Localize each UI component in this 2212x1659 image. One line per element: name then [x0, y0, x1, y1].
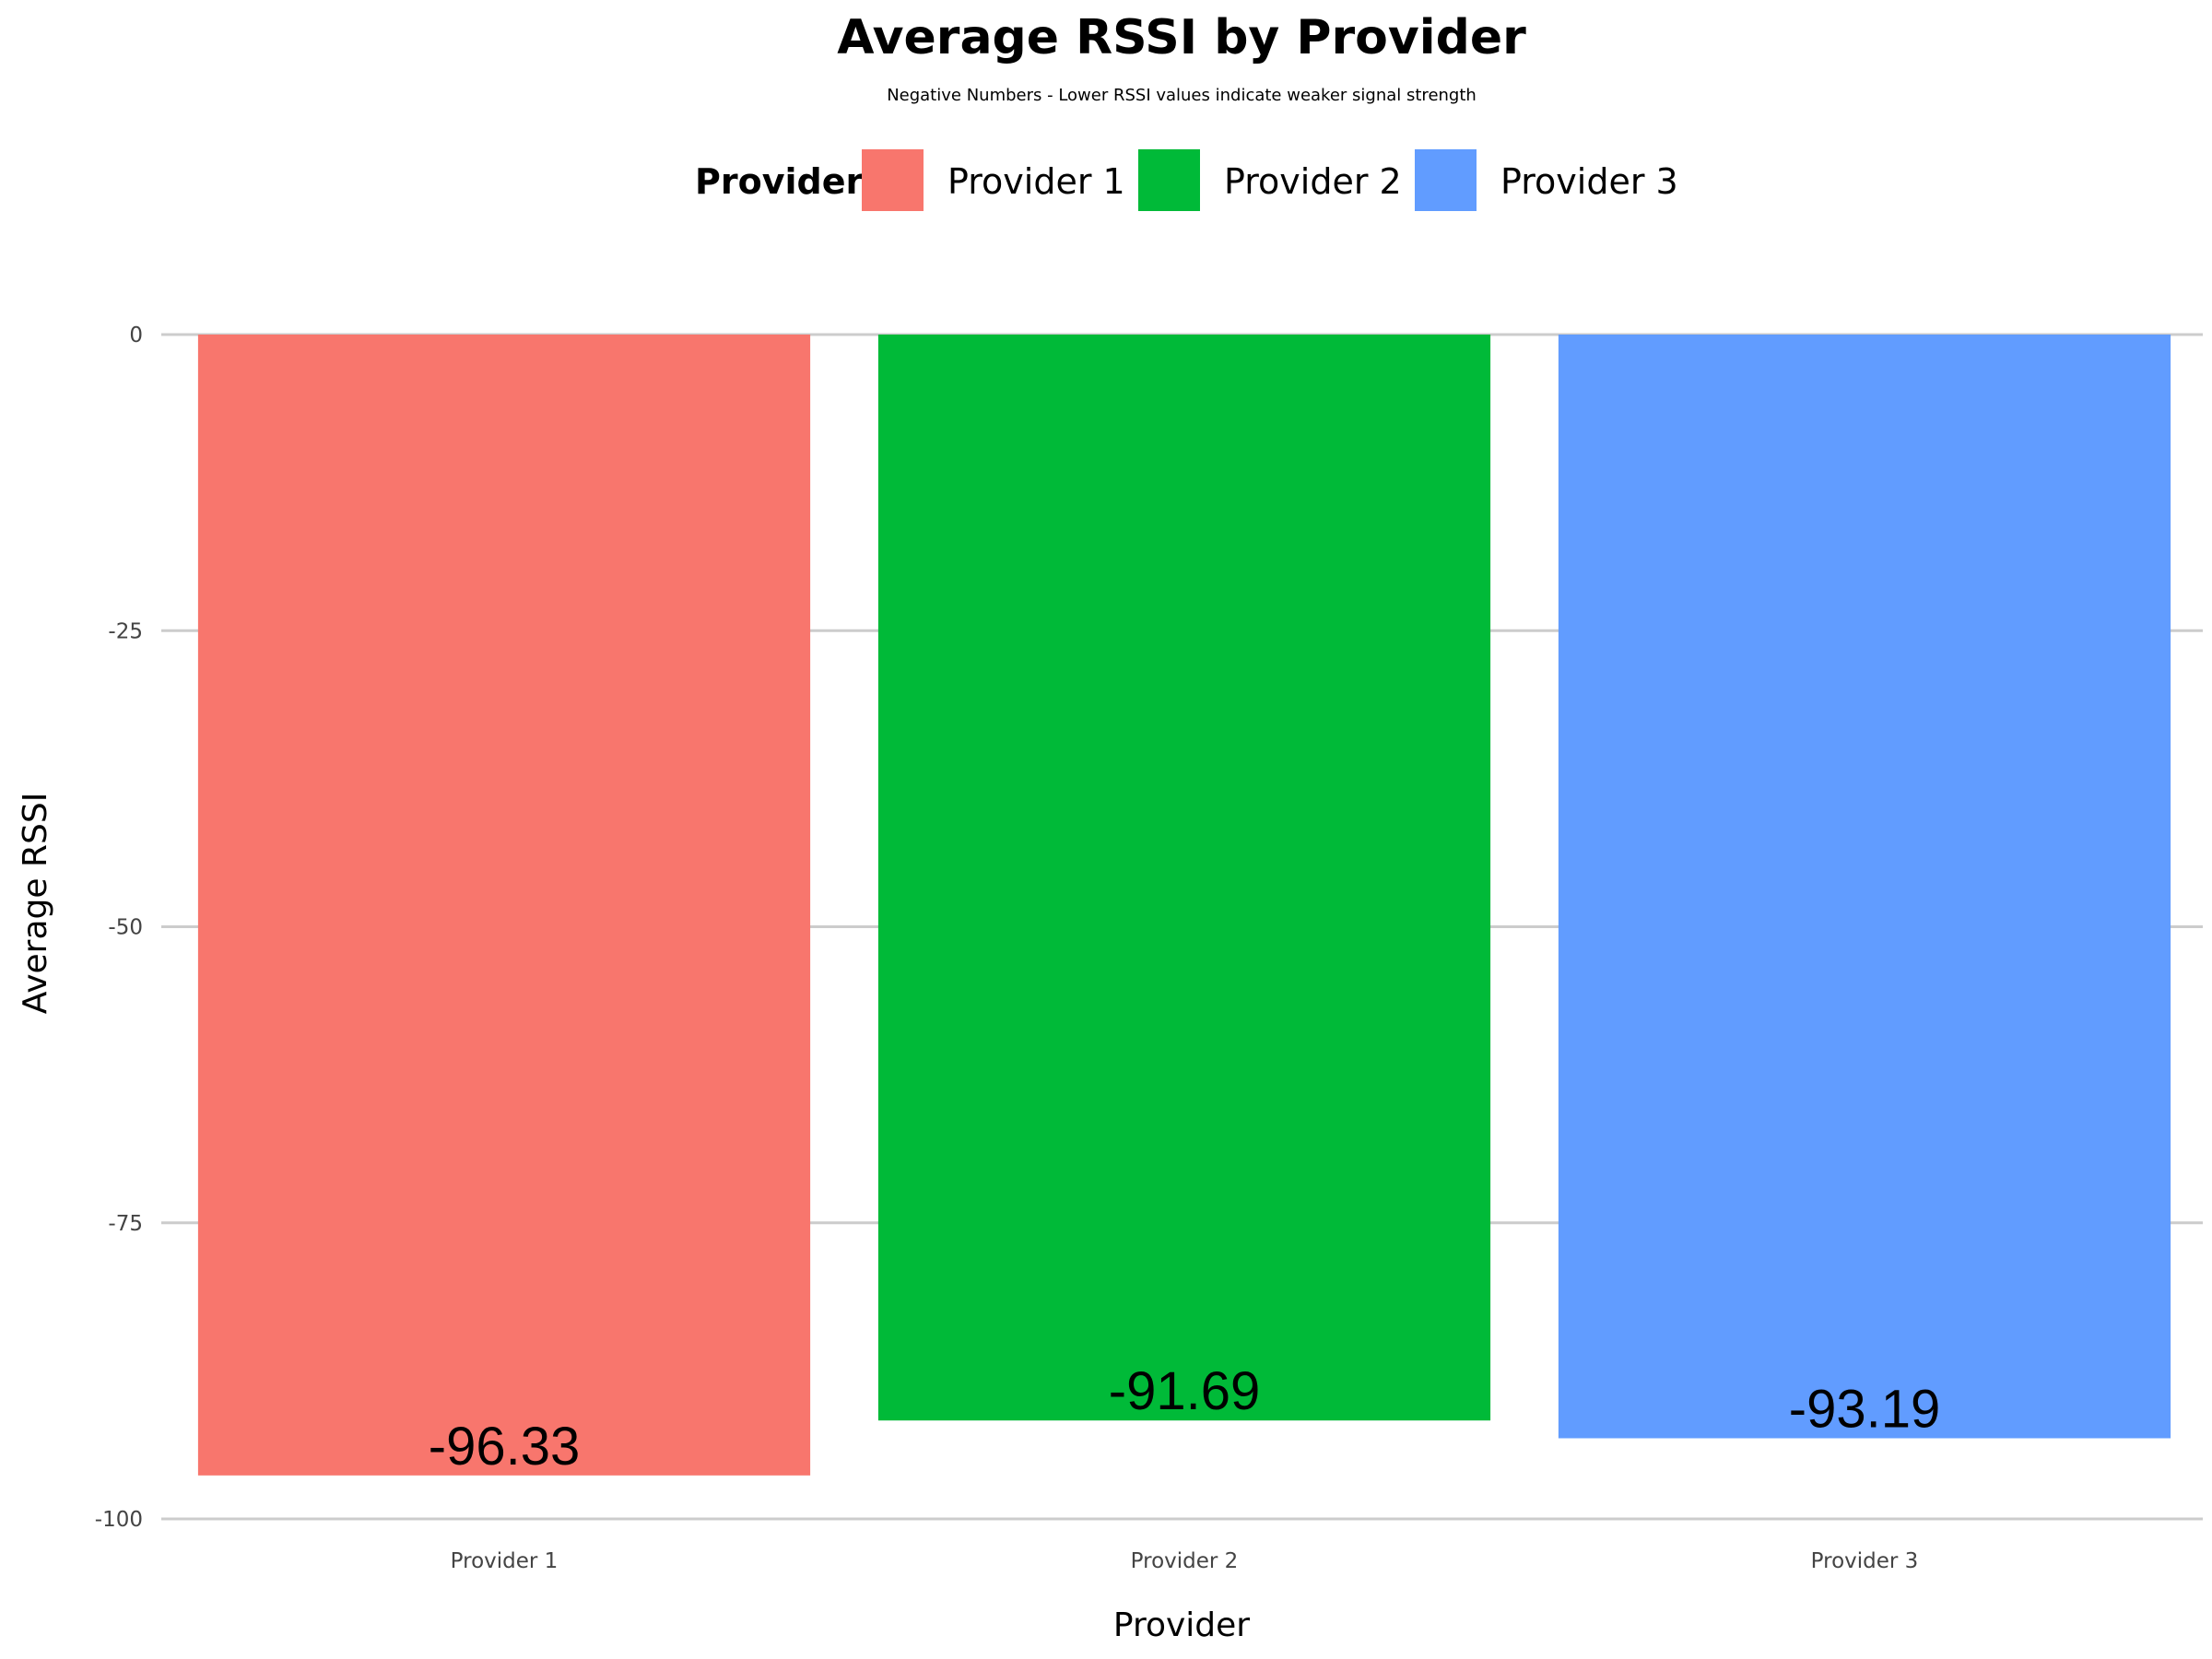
x-tick-label: Provider 3: [1811, 1549, 1919, 1573]
y-axis: 0 -25 -50 -75 -100: [95, 324, 143, 1532]
legend-label: Provider 2: [1224, 161, 1402, 202]
bar: [877, 335, 1491, 1421]
bar: [1558, 335, 2171, 1439]
bars: -96.33 -91.69 -93.19: [197, 335, 2171, 1477]
x-axis-title: Provider: [1113, 1606, 1250, 1644]
legend: Provider Provider 1 Provider 2 Provider 3: [695, 149, 1678, 211]
x-axis: Provider 1 Provider 2 Provider 3: [451, 1549, 1919, 1573]
y-axis-title: Average RSSI: [17, 793, 54, 1015]
y-tick-label: -25: [108, 619, 143, 643]
legend-swatch: [862, 149, 924, 211]
y-tick-label: -100: [95, 1508, 143, 1532]
y-tick-label: -50: [108, 916, 143, 940]
chart-title: Average RSSI by Provider: [837, 10, 1526, 65]
x-tick-label: Provider 1: [451, 1549, 559, 1573]
legend-label: Provider 1: [947, 161, 1125, 202]
x-tick-label: Provider 2: [1131, 1549, 1239, 1573]
data-label: -93.19: [1789, 1379, 1940, 1439]
y-tick-label: 0: [129, 324, 143, 347]
legend-label: Provider 3: [1500, 161, 1678, 202]
legend-swatch: [1138, 149, 1200, 211]
bar: [197, 335, 811, 1476]
data-label: -96.33: [429, 1417, 580, 1477]
data-label: -91.69: [1109, 1361, 1260, 1421]
legend-title: Provider: [695, 161, 863, 202]
y-tick-label: -75: [108, 1212, 143, 1236]
chart-subtitle: Negative Numbers - Lower RSSI values ind…: [887, 86, 1477, 105]
legend-swatch: [1415, 149, 1477, 211]
